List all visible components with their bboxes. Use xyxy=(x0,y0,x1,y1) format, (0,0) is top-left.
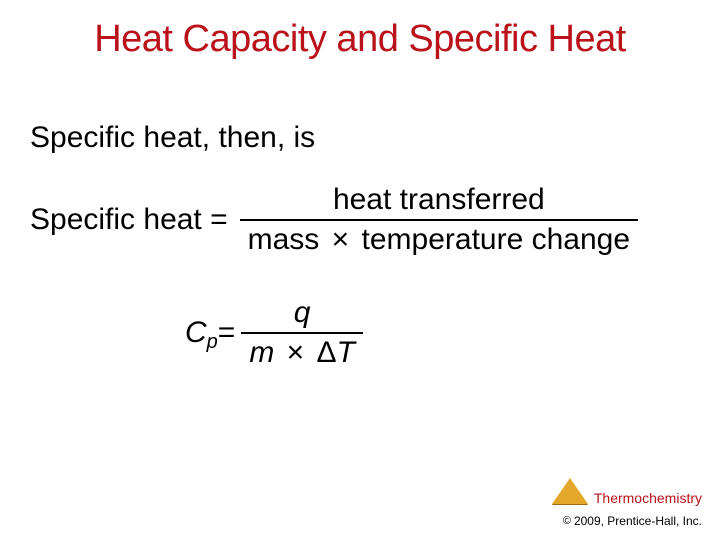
chapter-row: Thermochemistry xyxy=(552,478,702,506)
symbol-equation: Cp= q m × ΔT xyxy=(185,294,690,371)
multiply-symbol: × xyxy=(328,223,354,256)
multiply-symbol: × xyxy=(283,336,309,369)
slide: Heat Capacity and Specific Heat Specific… xyxy=(0,0,720,540)
word-equation: Specific heat = heat transferred mass × … xyxy=(30,181,690,258)
slide-title: Heat Capacity and Specific Heat xyxy=(30,18,690,61)
triangle-icon xyxy=(552,478,588,504)
slide-footer: Thermochemistry © 2009, Prentice-Hall, I… xyxy=(552,478,702,528)
intro-text: Specific heat, then, is xyxy=(30,121,690,155)
chapter-label: Thermochemistry xyxy=(594,490,702,506)
symbol-m: m xyxy=(249,336,274,369)
equals-sign: = xyxy=(218,316,236,350)
word-equation-fraction: heat transferred mass × temperature chan… xyxy=(240,181,638,258)
copyright-line: © 2009, Prentice-Hall, Inc. xyxy=(552,514,702,528)
symbol-equation-lhs: Cp= xyxy=(185,316,241,350)
copyright-text: 2009, Prentice-Hall, Inc. xyxy=(574,514,702,528)
subscript-p: p xyxy=(207,331,218,354)
symbol-denominator: m × ΔT xyxy=(241,334,363,372)
word-equation-lhs: Specific heat = xyxy=(30,203,240,237)
denominator-mass: mass xyxy=(248,223,320,256)
symbol-numerator-q: q xyxy=(286,294,319,332)
symbol-T: T xyxy=(337,336,355,369)
delta-symbol: Δ xyxy=(317,336,337,369)
copyright-symbol: © xyxy=(563,515,571,527)
symbol-C: C xyxy=(185,316,207,350)
word-equation-numerator: heat transferred xyxy=(325,181,553,219)
denominator-tempchange: temperature change xyxy=(362,223,631,256)
word-equation-denominator: mass × temperature change xyxy=(240,221,638,259)
symbol-equation-fraction: q m × ΔT xyxy=(241,294,363,371)
